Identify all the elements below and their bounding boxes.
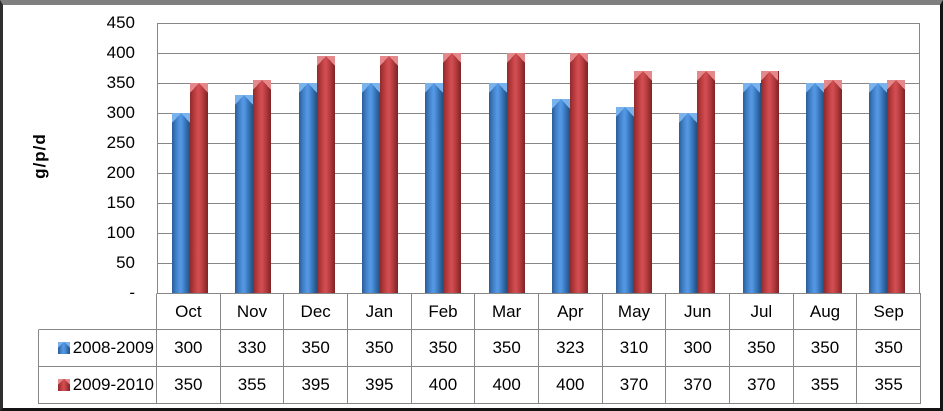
bar-2009-2010-may <box>633 71 652 293</box>
bar-2009-2010-oct <box>189 83 208 293</box>
y-tick-label: 250 <box>106 133 135 152</box>
y-tick-label: 150 <box>106 193 135 212</box>
legend-label: 2008-2009 <box>72 338 154 357</box>
bar-2009-2010-dec <box>316 56 335 293</box>
bar-2009-2010-jan <box>379 56 398 293</box>
bar-2008-2009-apr <box>552 99 571 293</box>
y-tick-label: 450 <box>106 13 135 32</box>
value-cell-2008-2009-feb: 350 <box>411 330 476 367</box>
month-header-cell: Oct <box>157 293 221 330</box>
value-cell-2008-2009-dec: 350 <box>284 330 348 367</box>
bar-group-may <box>602 23 665 293</box>
legend-marker-2008-2009 <box>57 342 70 354</box>
month-header-cell: Aug <box>793 293 858 330</box>
legend-marker-2009-2010 <box>57 379 70 391</box>
month-header-cell: Jul <box>730 293 794 330</box>
bar-group-oct <box>158 23 221 293</box>
bar-group-feb <box>412 23 475 293</box>
value-cell-2009-2010-feb: 400 <box>411 367 476 404</box>
value-cell-2009-2010-jan: 395 <box>348 367 412 404</box>
value-cell-2008-2009-jun: 300 <box>666 330 730 367</box>
value-cell-2009-2010-nov: 355 <box>220 367 285 404</box>
value-cell-2008-2009-nov: 330 <box>220 330 285 367</box>
y-axis-title: g/p/d <box>30 133 49 179</box>
value-cell-2009-2010-jul: 370 <box>730 367 794 404</box>
value-cell-2009-2010-may: 370 <box>602 367 667 404</box>
bar-group-mar <box>475 23 538 293</box>
value-cell-2008-2009-sep: 350 <box>857 330 921 367</box>
bar-group-jan <box>348 23 411 293</box>
month-header-cell: May <box>602 293 667 330</box>
value-cell-2009-2010-apr: 400 <box>539 367 603 404</box>
bar-2008-2009-mar <box>488 83 507 293</box>
value-cell-2009-2010-oct: 350 <box>157 367 221 404</box>
month-header-cell: Jan <box>348 293 412 330</box>
legend-cell: 2008-2009 <box>38 330 157 367</box>
bar-2009-2010-mar <box>506 53 525 293</box>
bar-group-apr <box>539 23 602 293</box>
month-header-cell: Apr <box>539 293 603 330</box>
bar-group-jul <box>729 23 792 293</box>
bar-2008-2009-oct <box>171 113 190 293</box>
y-tick-label: - <box>129 283 135 302</box>
y-tick-label: 300 <box>106 103 135 122</box>
y-tick-label: 350 <box>106 73 135 92</box>
value-cell-2008-2009-jul: 350 <box>730 330 794 367</box>
y-tick-label: 400 <box>106 43 135 62</box>
bar-2008-2009-aug <box>805 83 824 293</box>
bar-2009-2010-sep <box>887 80 906 293</box>
bar-2009-2010-apr <box>570 53 589 293</box>
legend-label: 2009-2010 <box>72 375 154 394</box>
plot-area <box>157 23 920 293</box>
bar-group-nov <box>221 23 284 293</box>
value-cell-2008-2009-aug: 350 <box>793 330 858 367</box>
bar-2008-2009-jun <box>679 113 698 293</box>
legend-cell: 2009-2010 <box>38 367 157 404</box>
value-cell-2008-2009-mar: 350 <box>475 330 539 367</box>
y-tick-label: 200 <box>106 163 135 182</box>
bar-group-jun <box>665 23 728 293</box>
bar-2009-2010-jun <box>697 71 716 293</box>
bar-2008-2009-jan <box>361 83 380 293</box>
bar-group-aug <box>792 23 855 293</box>
value-cell-2009-2010-dec: 395 <box>284 367 348 404</box>
bar-2008-2009-sep <box>869 83 888 293</box>
value-cell-2008-2009-oct: 300 <box>157 330 221 367</box>
value-cell-2008-2009-may: 310 <box>602 330 667 367</box>
value-cell-2009-2010-mar: 400 <box>475 367 539 404</box>
bar-2008-2009-feb <box>425 83 444 293</box>
month-header-cell: Nov <box>220 293 285 330</box>
bars-container <box>158 23 919 293</box>
y-tick-label: 50 <box>116 253 135 272</box>
bar-2009-2010-jul <box>760 71 779 293</box>
bar-2008-2009-jul <box>742 83 761 293</box>
value-cell-2008-2009-jan: 350 <box>348 330 412 367</box>
month-header-cell: Sep <box>857 293 921 330</box>
value-cell-2009-2010-aug: 355 <box>793 367 858 404</box>
month-header-cell: Dec <box>284 293 348 330</box>
month-header-cell: Feb <box>411 293 476 330</box>
bar-group-dec <box>285 23 348 293</box>
y-tick-label: 100 <box>106 223 135 242</box>
bar-2008-2009-dec <box>298 83 317 293</box>
bar-2008-2009-nov <box>235 95 254 293</box>
table-corner-cell <box>38 293 157 330</box>
month-header-cell: Jun <box>666 293 730 330</box>
value-cell-2008-2009-apr: 323 <box>539 330 603 367</box>
bar-2008-2009-may <box>615 107 634 293</box>
bar-2009-2010-feb <box>443 53 462 293</box>
data-table: Oct Nov Dec Jan Feb Mar Apr May Jun Jul Aug Sep 2008… <box>38 293 921 404</box>
bar-2009-2010-nov <box>253 80 272 293</box>
month-header-cell: Mar <box>475 293 539 330</box>
bar-group-sep <box>856 23 919 293</box>
value-cell-2009-2010-sep: 355 <box>857 367 921 404</box>
bar-2009-2010-aug <box>823 80 842 293</box>
value-cell-2009-2010-jun: 370 <box>666 367 730 404</box>
